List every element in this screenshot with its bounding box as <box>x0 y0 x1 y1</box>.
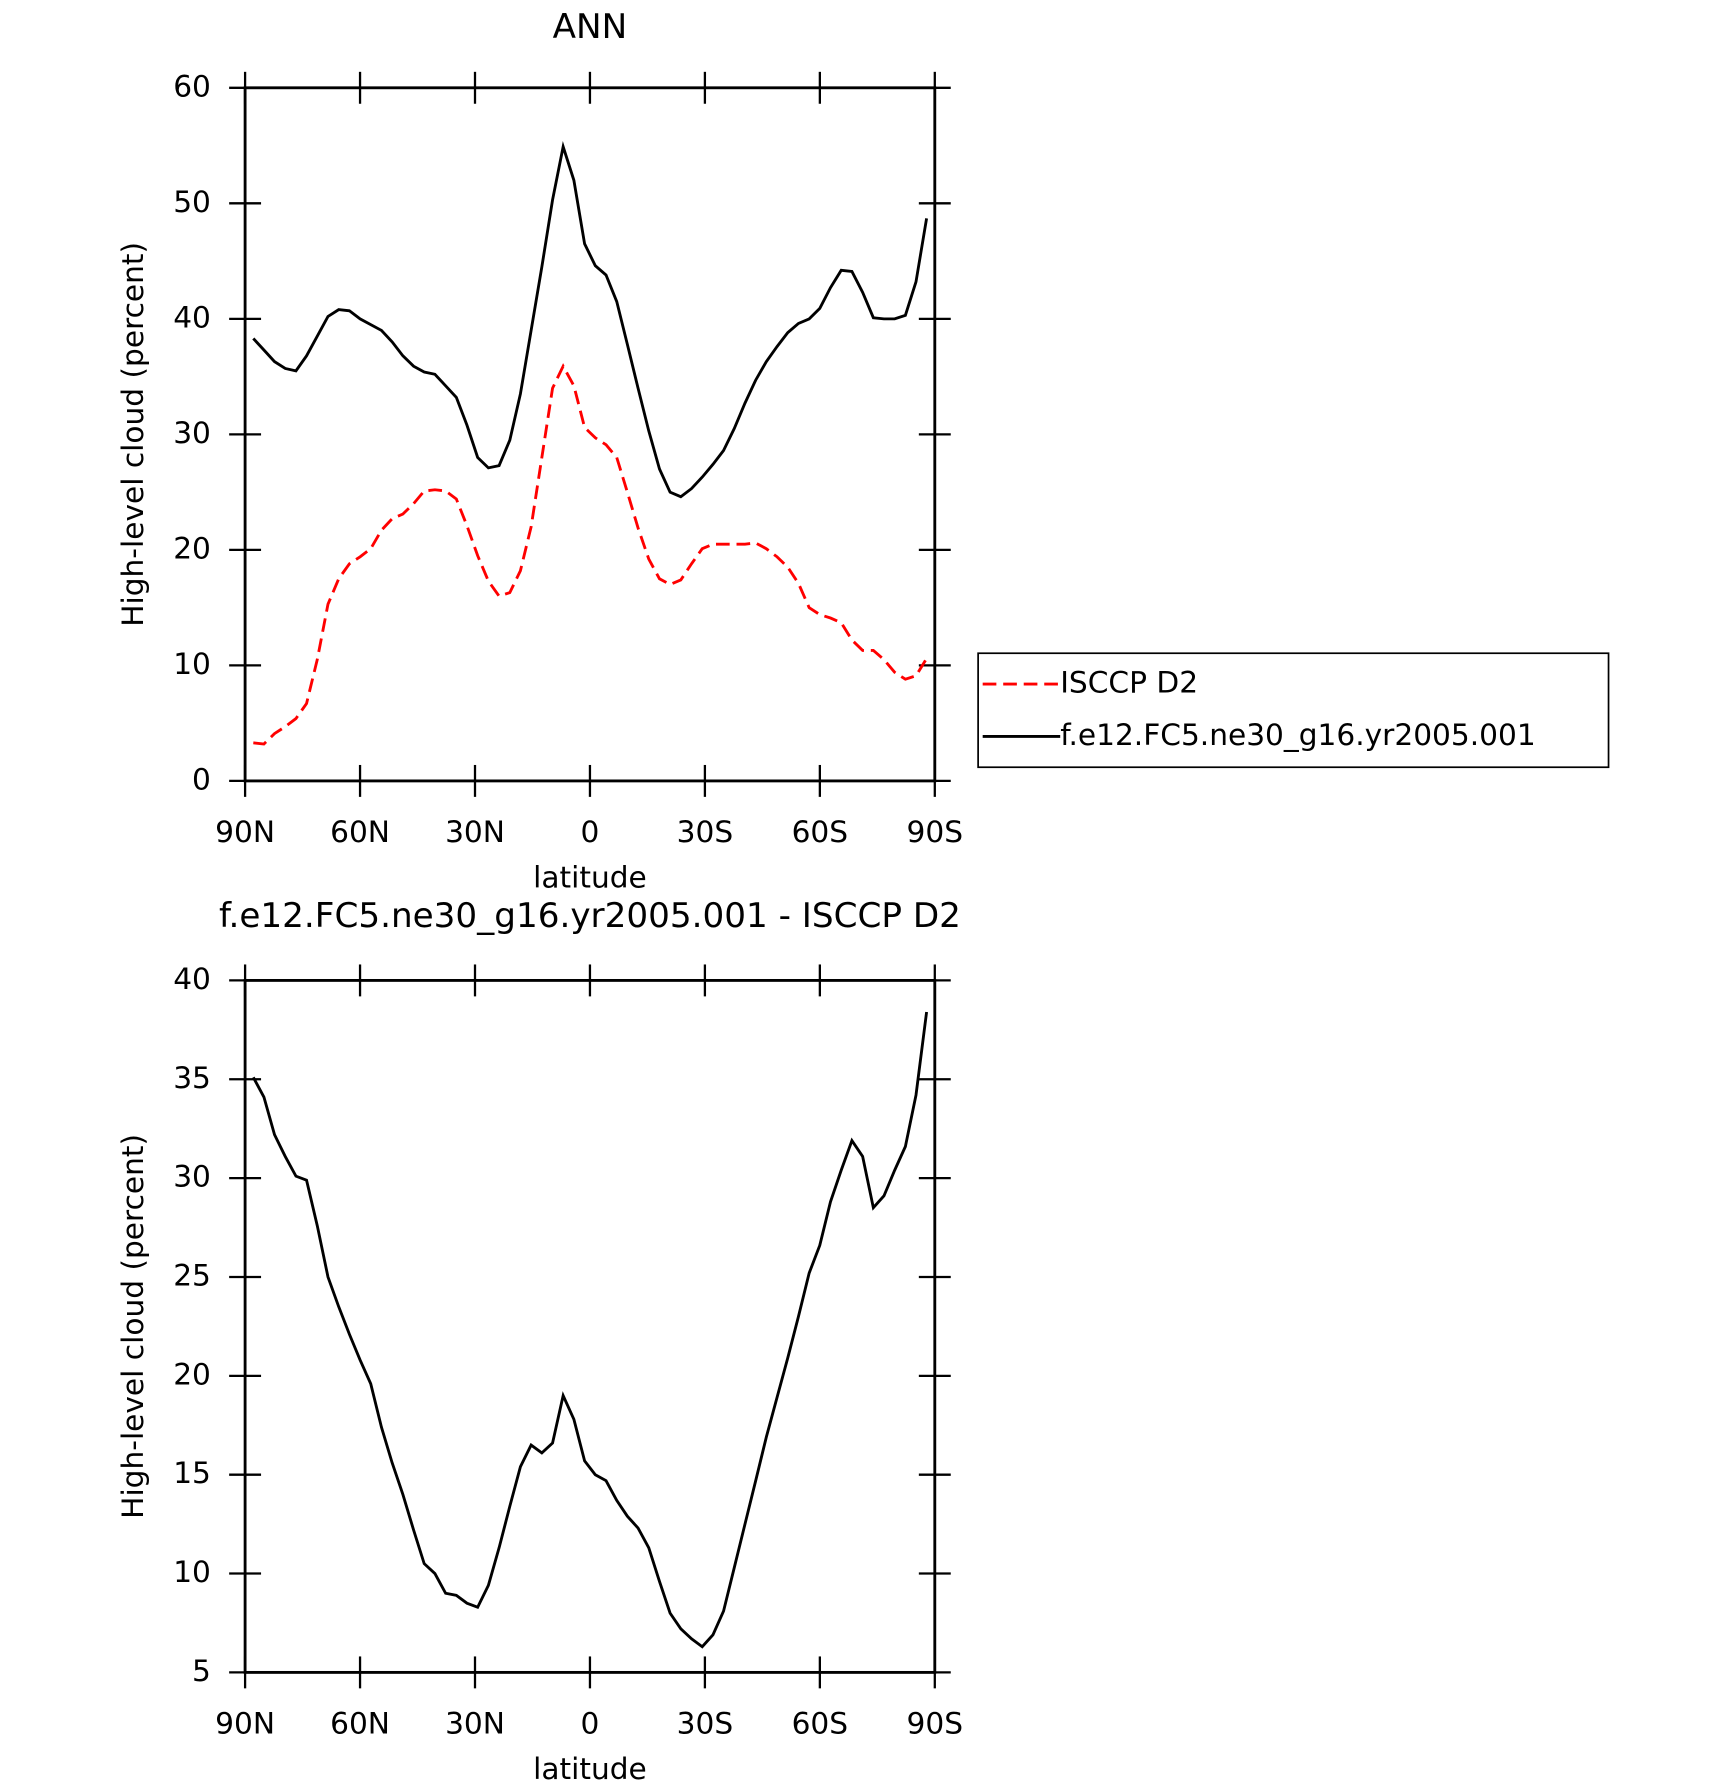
x-tick-label: 60N <box>330 814 390 849</box>
y-axis-label: High-level cloud (percent) <box>115 1134 150 1519</box>
legend-label: f.e12.FC5.ne30_g16.yr2005.001 <box>1060 717 1536 752</box>
x-axis-label: latitude <box>533 1751 647 1783</box>
y-tick-label: 20 <box>173 530 211 565</box>
data-line <box>252 1011 929 1649</box>
x-tick-label: 30S <box>677 1705 734 1740</box>
x-tick-label: 0 <box>581 814 600 849</box>
y-tick-label: 60 <box>173 68 211 103</box>
x-tick-label: 0 <box>581 1705 600 1740</box>
plot-frame <box>243 978 937 1674</box>
x-tick-label: 90S <box>907 1705 964 1740</box>
y-axis-label: High-level cloud (percent) <box>115 242 150 627</box>
legend-label: ISCCP D2 <box>1060 665 1198 700</box>
data-line <box>252 141 928 499</box>
x-tick-label: 60N <box>330 1705 390 1740</box>
x-tick-label: 30N <box>445 1705 505 1740</box>
y-tick-label: 5 <box>192 1653 211 1688</box>
x-tick-label: 90N <box>215 814 275 849</box>
y-tick-label: 40 <box>173 961 211 996</box>
y-tick-label: 30 <box>173 1159 211 1194</box>
x-tick-label: 30S <box>677 814 734 849</box>
x-tick-label: 60S <box>792 814 849 849</box>
y-tick-label: 40 <box>173 299 211 334</box>
x-axis-label: latitude <box>533 859 647 894</box>
chart-title: ANN <box>553 7 628 47</box>
legend-box <box>977 652 1610 769</box>
y-tick-label: 50 <box>173 184 211 219</box>
y-tick-label: 35 <box>173 1060 211 1095</box>
x-tick-label: 90N <box>215 1705 275 1740</box>
y-tick-label: 0 <box>192 761 211 796</box>
y-tick-label: 10 <box>173 646 211 681</box>
x-tick-label: 90S <box>907 814 964 849</box>
y-tick-label: 10 <box>173 1554 211 1589</box>
y-tick-label: 30 <box>173 415 211 450</box>
data-line <box>253 363 928 746</box>
y-tick-label: 25 <box>173 1257 211 1292</box>
y-tick-label: 20 <box>173 1356 211 1391</box>
x-tick-label: 30N <box>445 814 505 849</box>
y-tick-label: 15 <box>173 1455 211 1490</box>
chart-title: f.e12.FC5.ne30_g16.yr2005.001 - ISCCP D2 <box>219 896 961 936</box>
x-tick-label: 60S <box>792 1705 849 1740</box>
